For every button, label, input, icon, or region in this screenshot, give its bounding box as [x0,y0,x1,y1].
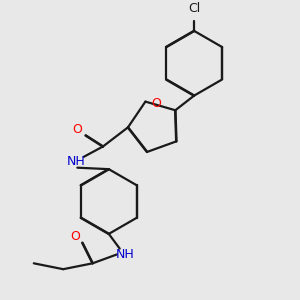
Text: O: O [72,123,82,136]
Text: Cl: Cl [188,2,200,15]
Text: NH: NH [67,155,86,168]
Text: NH: NH [116,248,134,261]
Text: O: O [70,230,80,243]
Text: O: O [151,97,160,110]
